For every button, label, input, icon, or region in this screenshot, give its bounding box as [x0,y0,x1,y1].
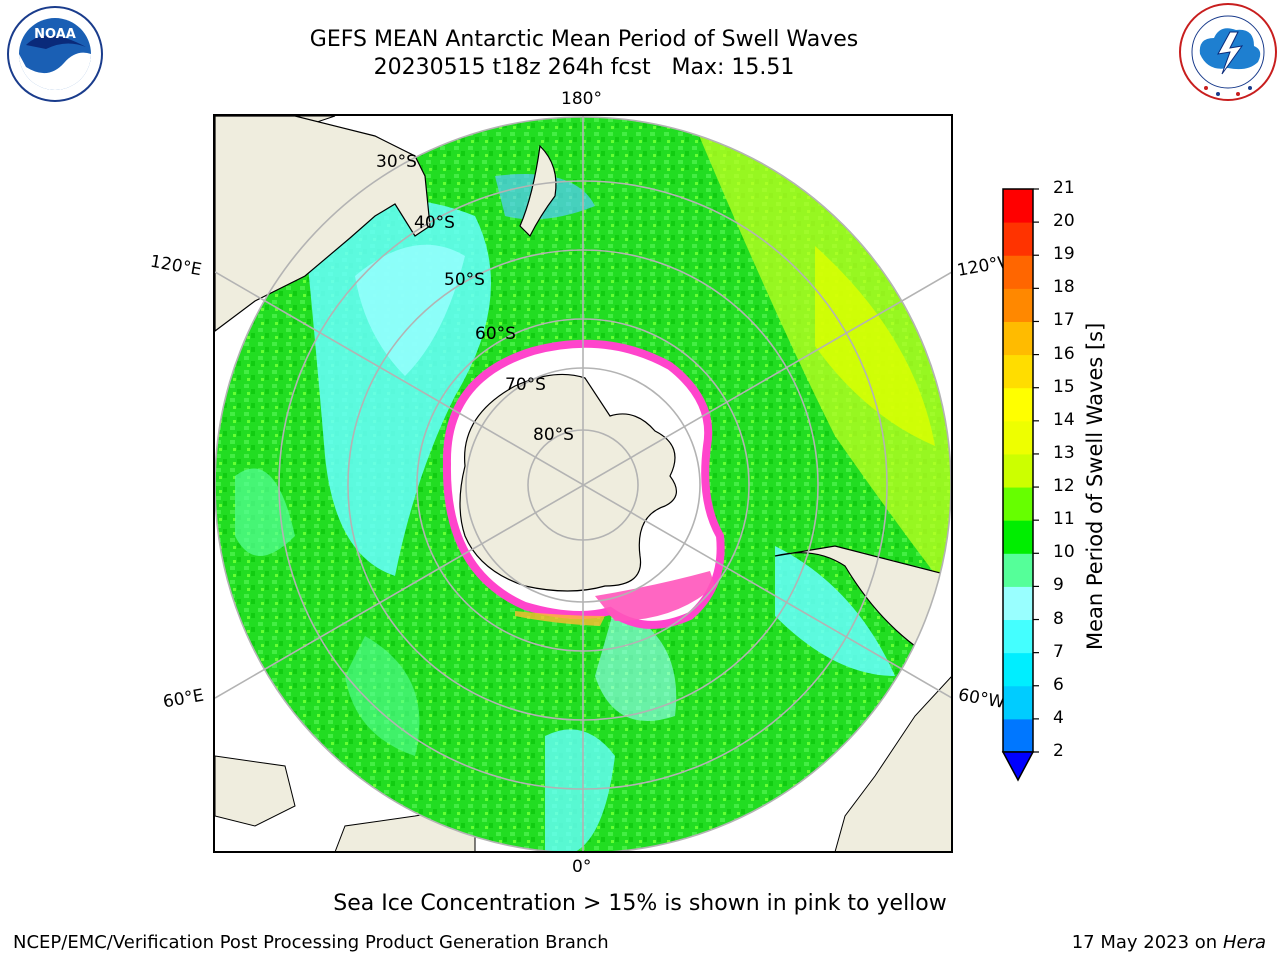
colorbar-tick-label: 12 [1053,476,1075,497]
colorbar-band [1003,718,1033,753]
colorbar-band [1003,520,1033,554]
colorbar-band [1003,222,1033,256]
colorbar-tick-label: 15 [1053,376,1075,397]
colorbar-band [1003,354,1033,389]
lon-label-60w: 60°W [956,685,1007,713]
colorbar-tick-label: 9 [1053,575,1064,596]
lat-label-60s: 60°S [475,324,516,344]
polar-map [215,116,952,852]
colorbar-band [1003,420,1033,455]
colorbar-tick-label: 20 [1053,211,1075,232]
colorbar-tick-label: 7 [1053,641,1064,662]
colorbar-tick-label: 21 [1053,178,1075,198]
noaa-logo-text: NOAA [34,27,76,42]
lat-label-40s: 40°S [414,213,455,233]
sea-ice-note: Sea Ice Concentration > 15% is shown in … [333,891,947,916]
colorbar-tick-label: 11 [1053,509,1075,530]
lat-label-50s: 50°S [444,270,485,290]
colorbar-band [1003,553,1033,587]
colorbar-band [1003,453,1033,488]
colorbar-tick-label: 19 [1053,244,1075,265]
colorbar-band [1003,189,1033,223]
date-text: 17 May 2023 on [1071,932,1218,953]
colorbar-band [1003,321,1033,356]
colorbar-tick-label: 18 [1053,277,1075,298]
title-line-1: GEFS MEAN Antarctic Mean Period of Swell… [309,27,859,52]
colorbar-band [1003,487,1033,521]
colorbar [1001,188,1039,782]
lat-label-70s: 70°S [505,375,546,395]
nws-logo [1179,3,1277,101]
lon-label-0: 0° [572,857,592,877]
lat-label-30s: 30°S [376,152,417,172]
lon-label-60e: 60°E [161,685,206,713]
colorbar-tick-label: 14 [1053,409,1075,430]
colorbar-tick-label: 10 [1053,542,1075,563]
colorbar-tick-label: 8 [1053,608,1064,629]
colorbar-tick-marks [1033,188,1039,753]
colorbar-tick-label: 2 [1053,741,1064,761]
colorbar-tick-label: 6 [1053,674,1064,695]
noaa-logo: NOAA [7,6,103,102]
colorbar-band [1003,619,1033,654]
colorbar-extend-arrow [1001,751,1035,782]
colorbar-tick-label: 16 [1053,343,1075,364]
colorbar-band [1003,652,1033,687]
colorbar-band [1003,255,1033,289]
colorbar-band [1003,288,1033,322]
colorbar-tick-label: 4 [1053,707,1064,728]
lon-label-180: 180° [561,89,602,109]
lon-label-120e: 120°E [148,251,204,281]
colorbar-band [1003,387,1033,422]
map-frame [213,114,953,853]
colorbar-title: Mean Period of Swell Waves [s] [1083,322,1107,650]
colorbar-band [1003,586,1033,621]
date-host: Hera [1222,932,1266,953]
colorbar-band [1003,685,1033,720]
lat-label-80s: 80°S [533,425,574,445]
colorbar-tick-label: 13 [1053,442,1075,463]
title-line-2: 20230515 t18z 264h fcst Max: 15.51 [373,55,795,80]
date-line: 17 May 2023 on Hera [1072,932,1266,953]
colorbar-tick-label: 17 [1053,310,1075,331]
colorbar-bands [1003,189,1033,753]
credit-line: NCEP/EMC/Verification Post Processing Pr… [13,932,609,953]
